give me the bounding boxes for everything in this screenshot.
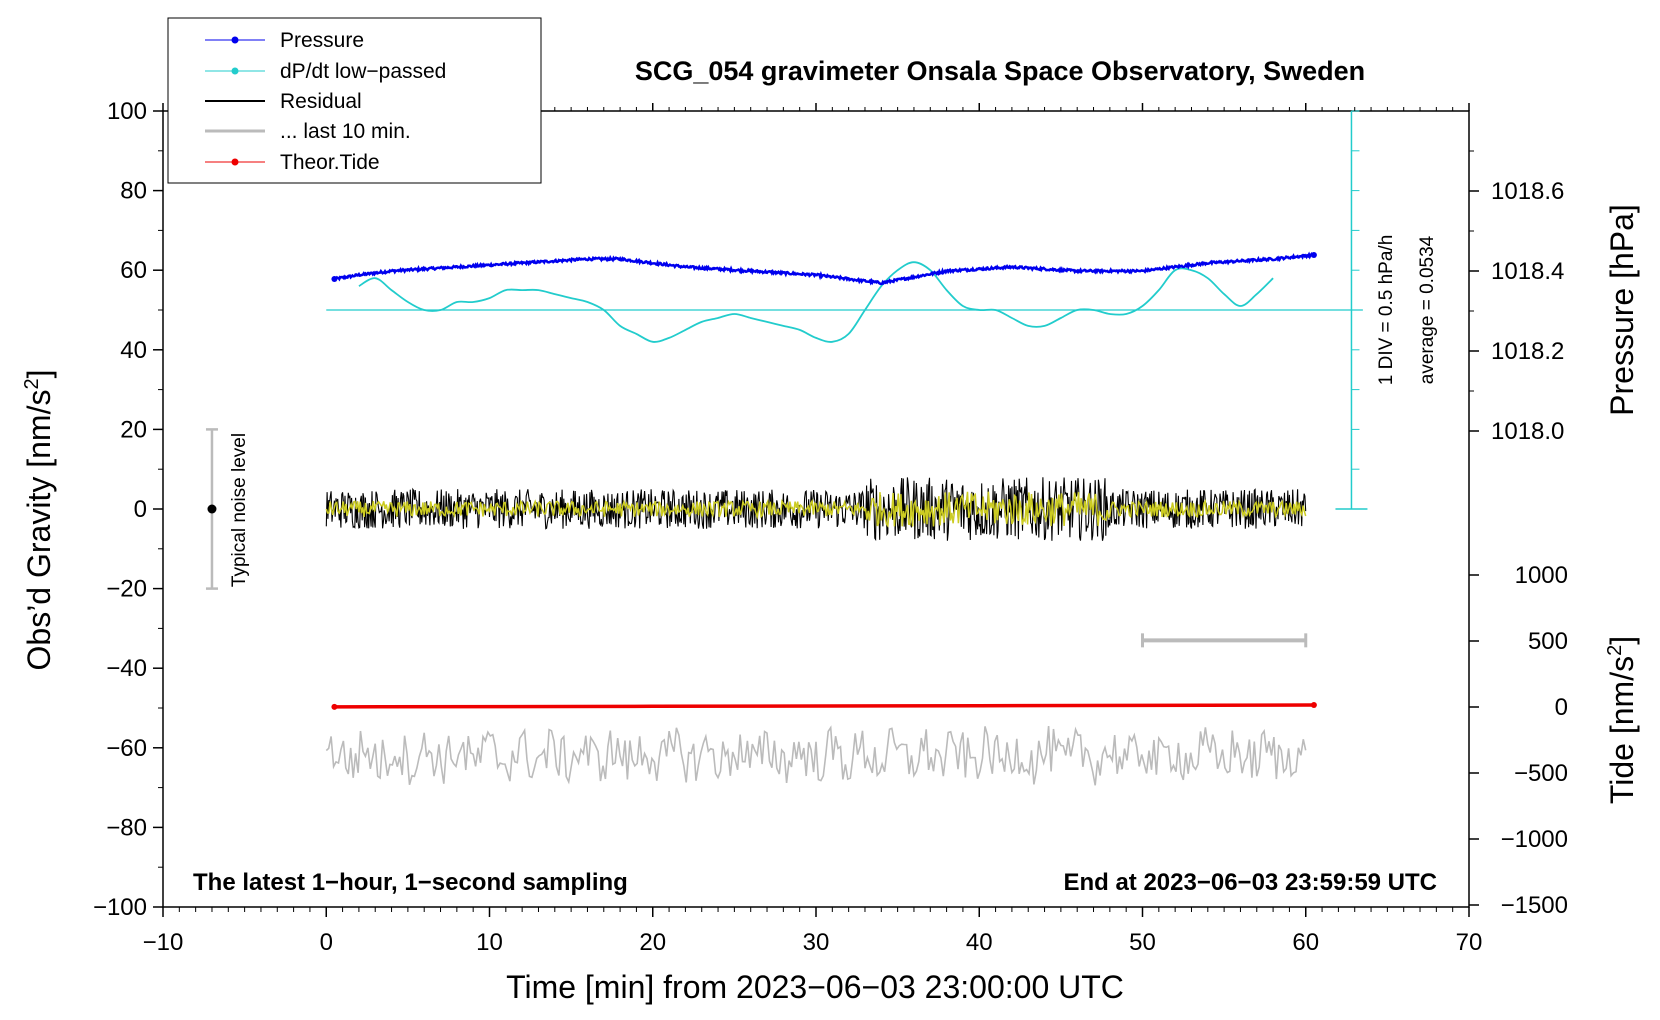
y-tick-label: 80 — [120, 178, 147, 205]
y-axis-title-gravity-sup: 2 — [21, 378, 43, 389]
pressure-line — [333, 251, 1315, 286]
end-time-note: End at 2023−06−03 23:59:59 UTC — [1063, 869, 1437, 896]
tide-end-point — [1310, 702, 1317, 709]
y-axis-title-tide: Tide [nm/s2] — [1604, 636, 1640, 804]
average-label: average = 0.0534 — [1417, 235, 1438, 384]
x-tick-label: 20 — [639, 929, 666, 956]
chart-title: SCG_054 gravimeter Onsala Space Observat… — [635, 56, 1365, 86]
x-tick-label: 30 — [803, 929, 830, 956]
y-axis-title-gravity: Obs’d Gravity [nm/s2] — [21, 370, 57, 671]
pressure-tick-label: 1018.2 — [1491, 338, 1564, 365]
y-tick-label: −100 — [93, 894, 147, 921]
tide-start-point — [331, 703, 338, 710]
x-tick-label: 0 — [320, 929, 333, 956]
y-tick-label: 20 — [120, 416, 147, 443]
pressure-tick-label: 1018.4 — [1491, 258, 1564, 285]
data-layer — [205, 110, 1368, 786]
pressure-end-point — [1310, 252, 1317, 258]
last10min-line — [325, 725, 1307, 786]
x-axis-title: Time [min] from 2023−06−03 23:00:00 UTC — [506, 969, 1124, 1005]
legend-label-last10: ... last 10 min. — [280, 120, 411, 143]
tide-tick-label: −1500 — [1501, 892, 1568, 919]
legend-label-residual: Residual — [280, 90, 362, 113]
x-tick-label: 10 — [476, 929, 503, 956]
legend-marker-pressure — [231, 36, 239, 44]
axis-ticks: −10 0 10 20 30 40 50 60 70100806040200−20−40−60−… — [93, 98, 1568, 956]
y-tick-label: −60 — [106, 735, 147, 762]
legend-label-dpdt: dP/dt low−passed — [280, 60, 446, 83]
y-axis-title-gravity-main: Obs’d Gravity [nm/s — [21, 390, 57, 671]
x-tick-label: 50 — [1129, 929, 1156, 956]
tide-tick-label: 0 — [1555, 694, 1568, 721]
noise-bar-center — [207, 504, 217, 514]
y-axis-title-tide-end: ] — [1604, 636, 1640, 645]
tide-tick-label: 1000 — [1515, 562, 1568, 589]
dpdt-line — [358, 261, 1274, 343]
tide-tick-label: −1000 — [1501, 826, 1568, 853]
x-tick-label: 40 — [966, 929, 993, 956]
residual-line — [325, 477, 1307, 542]
pressure-tick-label: 1018.6 — [1491, 178, 1564, 205]
legend-label-tide: Theor.Tide — [280, 151, 380, 174]
tide-tick-label: 500 — [1528, 628, 1568, 655]
pressure-tick-label: 1018.0 — [1491, 418, 1564, 445]
pressure-start-point — [331, 276, 338, 282]
legend: Pressure dP/dt low−passed Residual ... l… — [167, 17, 542, 184]
y-tick-label: −20 — [106, 576, 147, 603]
tide-line — [334, 703, 1314, 709]
y-tick-label: −40 — [106, 655, 147, 682]
x-tick-label: 70 — [1456, 929, 1483, 956]
y-axis-title-tide-main: Tide [nm/s — [1604, 656, 1640, 804]
legend-marker-dpdt — [231, 67, 239, 75]
y-tick-label: 40 — [120, 337, 147, 364]
x-tick-label: −10 — [143, 929, 184, 956]
y-tick-label: 100 — [107, 98, 147, 125]
filtered-residual-line — [325, 491, 1307, 528]
y-tick-label: 60 — [120, 257, 147, 284]
legend-label-pressure: Pressure — [280, 29, 364, 52]
legend-marker-tide — [231, 158, 239, 166]
y-axis-title-tide-sup: 2 — [1604, 645, 1626, 656]
y-tick-label: −80 — [106, 814, 147, 841]
y-tick-label: 0 — [134, 496, 147, 523]
div-scale-label: 1 DIV = 0.5 hPa/h — [1376, 235, 1397, 386]
y-axis-title-pressure: Pressure [hPa] — [1604, 204, 1640, 416]
noise-level-label: Typical noise level — [229, 433, 250, 587]
sampling-note: The latest 1−hour, 1−second sampling — [193, 869, 628, 896]
tide-tick-label: −500 — [1514, 760, 1568, 787]
y-axis-title-gravity-end: ] — [21, 370, 57, 379]
x-tick-label: 60 — [1292, 929, 1319, 956]
